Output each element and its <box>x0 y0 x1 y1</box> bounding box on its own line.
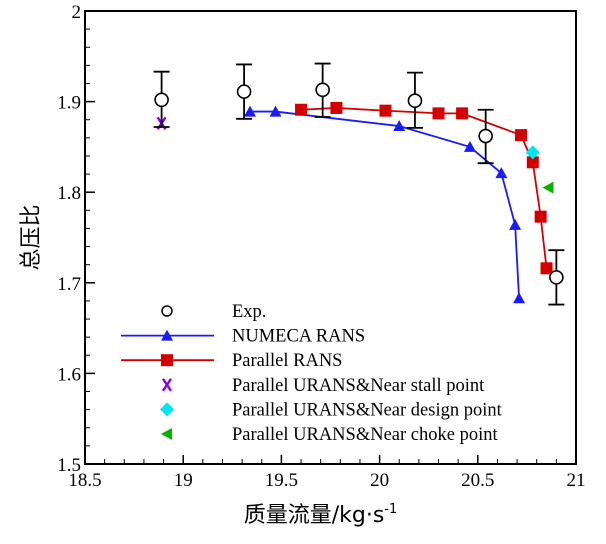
data-point <box>295 103 308 116</box>
legend-entry: NUMECA RANS <box>121 327 365 347</box>
data-point <box>549 270 564 285</box>
legend-label: Parallel URANS&Near stall point <box>232 376 485 396</box>
series-exp <box>153 62 565 306</box>
series-line <box>300 107 548 269</box>
legend-label: NUMECA RANS <box>232 327 365 347</box>
x-tick-label: 19 <box>174 470 193 491</box>
data-point <box>330 101 343 114</box>
data-point <box>525 145 540 160</box>
series-parallel-rans <box>295 101 553 275</box>
tick-labels: 18.5 19 19.5 20 20.5 21 1.5 1.6 1.7 1.8 1.9 2 <box>57 2 585 491</box>
data-point <box>407 93 423 108</box>
legend-entry: Parallel RANS <box>121 351 342 371</box>
data-point <box>478 128 493 144</box>
data-point <box>393 120 406 132</box>
legend-label: Exp. <box>232 302 266 322</box>
data-point <box>463 140 476 152</box>
x-tick-label: 20 <box>370 470 389 491</box>
y-tick-label: 1.8 <box>57 183 81 204</box>
data-point <box>269 105 282 117</box>
data-point <box>243 105 256 117</box>
y-tick-label: 1.5 <box>57 455 81 476</box>
legend-entry: Parallel URANS&Near stall point <box>162 376 485 396</box>
data-point <box>515 129 528 142</box>
data-point <box>456 107 469 120</box>
legend-label: Parallel URANS&Near design point <box>232 400 503 420</box>
series-numeca-rans <box>243 105 526 304</box>
legend-symbol <box>162 378 172 392</box>
series-layer <box>153 62 565 306</box>
y-tick-label: 1.7 <box>57 274 81 295</box>
plot-frame <box>84 10 577 465</box>
legend-symbol <box>161 428 172 440</box>
data-point <box>154 92 169 108</box>
axis-ticks <box>84 10 577 465</box>
legend-symbol <box>161 354 173 367</box>
legend-entry: Exp. <box>161 302 266 322</box>
series-parallel-urans-near-choke-point <box>542 181 554 194</box>
x-tick-label: 20.5 <box>461 470 494 491</box>
legend-entry: Parallel URANS&Near design point <box>160 400 503 420</box>
legend: Exp. NUMECA RANS Parallel RANS Parallel URA… <box>121 302 503 445</box>
legend-symbol <box>161 329 173 341</box>
data-point <box>236 84 252 99</box>
data-point <box>315 82 330 98</box>
x-axis-title-superscript: -1 <box>384 502 397 517</box>
legend-label: Parallel URANS&Near choke point <box>232 425 498 445</box>
x-tick-label: 19.5 <box>265 470 298 491</box>
x-tick-label: 18.5 <box>68 470 101 491</box>
legend-symbol <box>160 402 174 417</box>
x-axis-title: 质量流量/kg·s-1 <box>244 502 398 528</box>
x-tick-label: 21 <box>567 470 586 491</box>
data-point <box>542 181 554 194</box>
series-parallel-urans-near-design-point <box>525 145 540 160</box>
data-point <box>513 292 526 304</box>
legend-label: Parallel RANS <box>232 351 342 371</box>
y-axis-title: 总压比 <box>19 204 44 270</box>
y-tick-label: 1.6 <box>57 364 81 385</box>
data-point <box>379 104 392 117</box>
x-axis-title-text: 质量流量/kg·s <box>244 503 385 528</box>
y-tick-label: 2 <box>72 2 82 23</box>
data-point <box>534 210 547 223</box>
y-tick-label: 1.9 <box>57 93 81 114</box>
data-point <box>526 156 539 169</box>
legend-entry: Parallel URANS&Near choke point <box>161 425 498 445</box>
data-point <box>509 218 522 230</box>
series-line <box>249 110 520 299</box>
data-point <box>432 107 445 120</box>
data-point <box>540 262 553 275</box>
data-point <box>495 167 508 179</box>
x-marker-stroke <box>162 378 172 392</box>
legend-symbol <box>161 305 173 317</box>
